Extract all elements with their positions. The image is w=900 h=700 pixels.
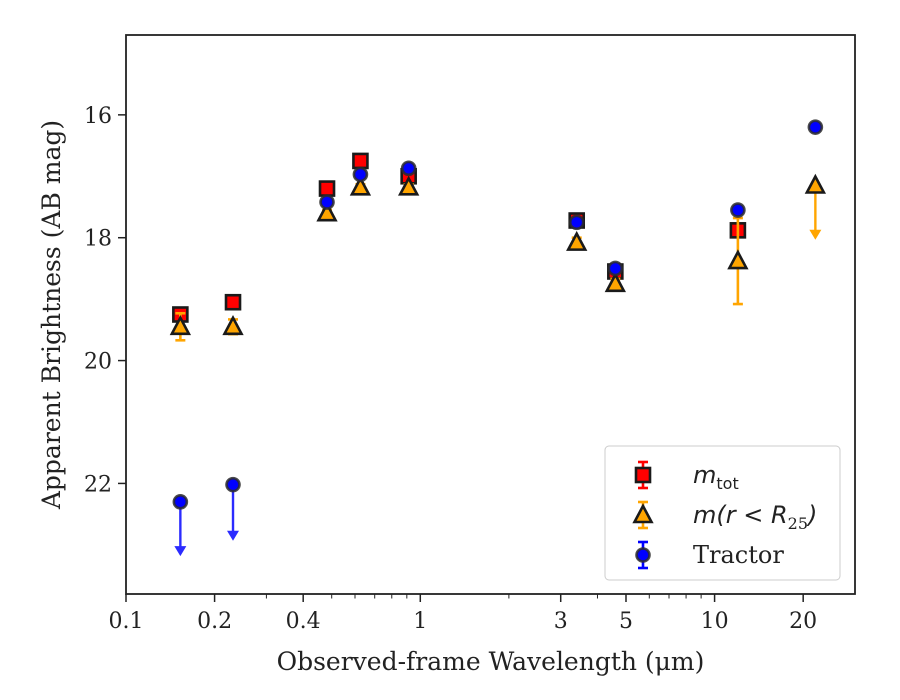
series-tractor (172, 119, 824, 557)
mr25-point (222, 315, 244, 336)
mtot-point (224, 293, 242, 311)
mr25-point (349, 175, 372, 196)
x-tick-label: 5 (619, 609, 633, 634)
y-tick-label: 20 (84, 350, 112, 375)
mr25-upper-limit-arrow-head (809, 229, 822, 240)
legend-label-part: m(r < R (693, 501, 788, 529)
tractor-point (172, 494, 189, 510)
legend: mtot m(r < R25) Tractor (604, 445, 841, 581)
mtot-point (318, 180, 336, 197)
x-tick-label: 0.4 (286, 609, 321, 634)
legend-marker-tractor (635, 547, 651, 563)
mr25-point (316, 201, 338, 222)
x-tick-label: 0.2 (197, 609, 232, 634)
legend-label-mtot: mtot (693, 461, 739, 493)
legend-label-tractor: Tractor (693, 541, 784, 569)
legend-label-part: 25 (788, 514, 808, 533)
y-tick-label: 18 (84, 227, 112, 252)
legend-label-mr25: m(r < R25) (693, 501, 817, 533)
legend-label-part: tot (716, 474, 738, 493)
y-tick-label: 22 (84, 472, 112, 497)
x-tick-label: 3 (554, 609, 568, 634)
tractor-point (607, 260, 624, 277)
plot-frame (125, 34, 856, 595)
y-tick-label: 16 (84, 104, 112, 129)
tractor-point (730, 202, 746, 218)
legend-marker-mr25 (632, 503, 654, 524)
tractor-point (400, 160, 417, 177)
mr25-point (604, 272, 627, 293)
x-tick-label: 1 (413, 609, 427, 634)
plot-marks (169, 119, 827, 557)
legend-box (604, 445, 841, 581)
mtot-point (352, 152, 369, 170)
legend-label-part: ) (806, 501, 817, 529)
mr25-point (169, 315, 192, 336)
legend-marker-mtot (634, 466, 652, 484)
y-axis-title: Apparent Brightness (AB mag) (37, 120, 66, 510)
x-tick-label: 10 (701, 609, 729, 634)
series-mr25 (169, 173, 827, 342)
legend-label-part: m (693, 461, 716, 489)
tractor-point (807, 119, 824, 135)
tractor-upper-limit-arrow-head (227, 530, 240, 541)
tractor-point (319, 194, 335, 210)
legend-label-part: Tractor (693, 541, 784, 569)
mr25-point (397, 175, 420, 196)
tractor-point (568, 214, 585, 231)
x-tick-label: 0.1 (109, 609, 144, 634)
tractor-point (352, 166, 369, 183)
mr25-point (804, 173, 827, 194)
axes: 0.1 0.2 0.4 1 3 5 10 20 16 18 20 22 (84, 104, 817, 634)
x-axis-title: Observed-frame Wavelength (μm) (277, 647, 705, 676)
x-tick-label: 20 (789, 609, 817, 634)
mr25-point (727, 249, 749, 270)
mr25-point (566, 230, 588, 251)
tractor-point (225, 476, 241, 493)
tractor-upper-limit-arrow-head (174, 546, 187, 557)
